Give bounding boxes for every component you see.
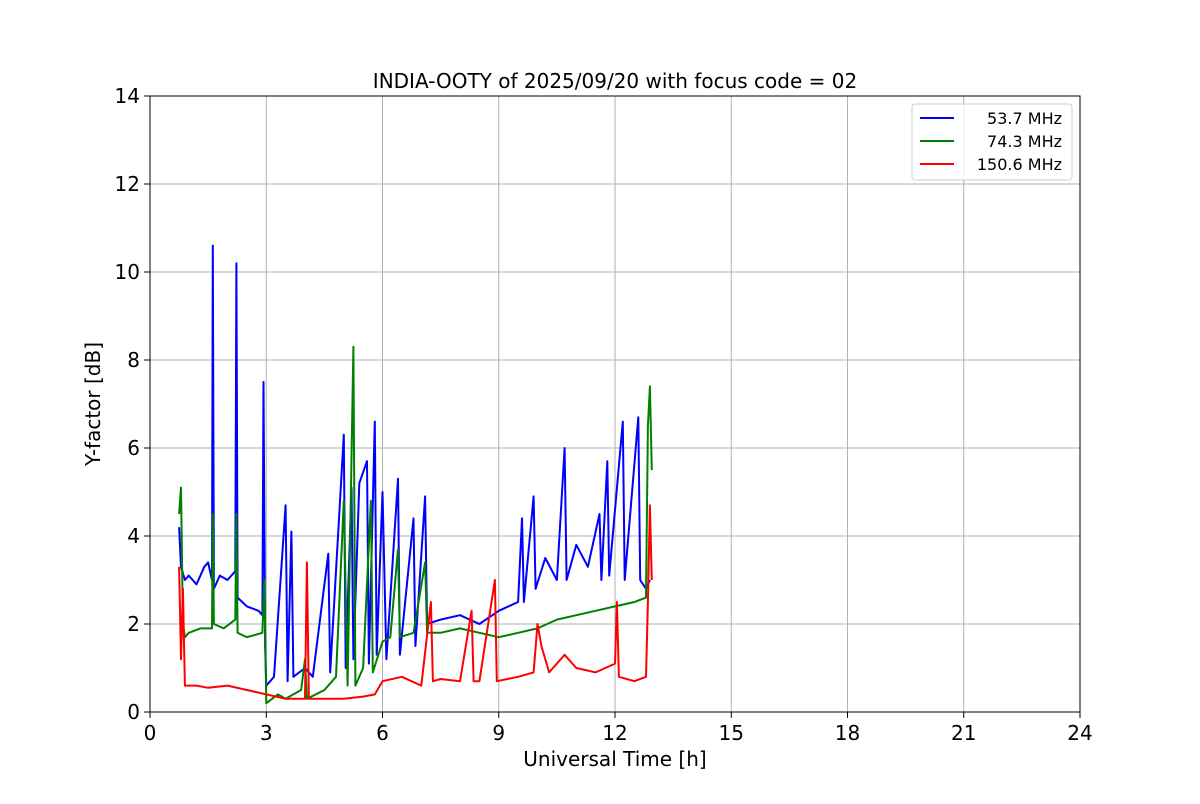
chart-title: INDIA-OOTY of 2025/09/20 with focus code… — [373, 69, 857, 93]
y-tick-label: 12 — [115, 172, 140, 196]
x-tick-label: 6 — [376, 721, 389, 745]
x-tick-label: 21 — [951, 721, 976, 745]
x-tick-label: 15 — [719, 721, 744, 745]
legend-box — [911, 103, 1073, 181]
y-tick-label: 4 — [127, 524, 140, 548]
legend-entry: 74.3 MHz — [920, 132, 1062, 151]
series-line-3 — [178, 504, 653, 700]
y-tick-label: 6 — [127, 436, 140, 460]
series-layer — [178, 244, 653, 705]
x-tick-label: 24 — [1067, 721, 1092, 745]
legend-entry: 53.7 MHz — [920, 109, 1062, 128]
x-tick-label: 9 — [492, 721, 505, 745]
legend-label: 74.3 MHz — [987, 132, 1062, 151]
legend-entry: 150.6 MHz — [920, 155, 1062, 174]
legend-label: 53.7 MHz — [987, 109, 1062, 128]
y-tick-label: 8 — [127, 348, 140, 372]
x-tick-label: 12 — [602, 721, 627, 745]
y-tick-label: 2 — [127, 612, 140, 636]
series-line-1 — [178, 244, 651, 687]
series-line-2 — [178, 345, 653, 705]
y-tick-label: 0 — [127, 700, 140, 724]
y-tick-label: 10 — [115, 260, 140, 284]
x-axis-label: Universal Time [h] — [523, 747, 706, 771]
y-tick-label: 14 — [115, 84, 140, 108]
y-axis-label: Y-factor [dB] — [81, 342, 105, 467]
x-tick-label: 18 — [835, 721, 860, 745]
legend: 53.7 MHz 74.3 MHz 150.6 MHz — [911, 103, 1073, 181]
x-tick-label: 3 — [260, 721, 273, 745]
x-tick-label: 0 — [144, 721, 157, 745]
legend-label: 150.6 MHz — [977, 155, 1062, 174]
